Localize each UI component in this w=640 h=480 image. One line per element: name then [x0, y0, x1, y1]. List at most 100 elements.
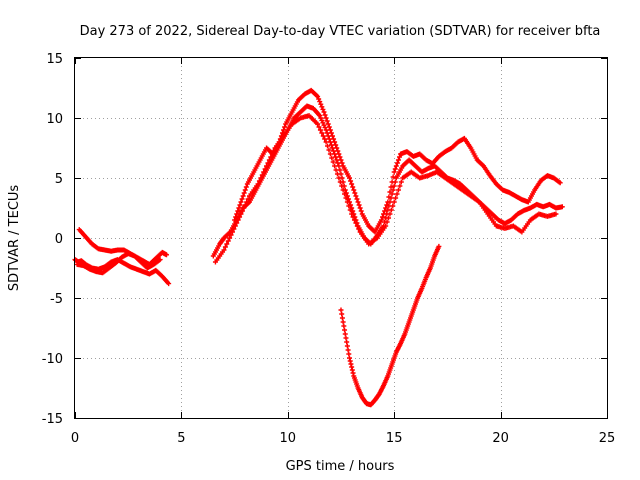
data-point	[395, 157, 401, 163]
data-point	[353, 193, 359, 199]
data-point	[345, 347, 351, 353]
data-point	[323, 127, 329, 133]
data-point	[390, 203, 396, 209]
data-point	[350, 370, 356, 376]
data-point	[239, 196, 245, 202]
data-point	[316, 124, 322, 130]
data-point	[397, 154, 403, 160]
data-point	[239, 208, 245, 214]
data-point	[349, 181, 355, 187]
data-point	[383, 223, 389, 229]
data-point	[350, 214, 356, 220]
data-point	[378, 217, 384, 223]
data-point	[351, 187, 357, 193]
data-point	[383, 205, 389, 211]
data-point	[315, 121, 321, 127]
data-point	[349, 367, 355, 373]
data-point	[237, 202, 243, 208]
data-point	[238, 199, 244, 205]
data-point	[343, 195, 349, 201]
data-point	[235, 208, 241, 214]
data-point	[342, 331, 348, 337]
data-point	[358, 208, 364, 214]
data-point	[355, 199, 361, 205]
data-point	[349, 364, 355, 370]
data-point	[324, 130, 330, 136]
data-point	[235, 217, 241, 223]
data-points	[72, 87, 565, 408]
data-point	[222, 244, 228, 250]
data-point	[234, 220, 240, 226]
data-point	[389, 179, 395, 185]
data-point	[261, 169, 267, 175]
data-point	[339, 183, 345, 189]
x-tick-label: 15	[386, 431, 403, 446]
data-point	[326, 147, 332, 153]
data-point	[271, 148, 277, 154]
data-point	[353, 220, 359, 226]
data-point	[354, 223, 360, 229]
data-point	[157, 257, 163, 263]
data-point	[164, 252, 170, 258]
data-point	[166, 281, 172, 287]
data-point	[347, 207, 353, 213]
data-point	[338, 307, 344, 313]
data-point	[393, 195, 399, 201]
x-tick-label: 10	[280, 431, 297, 446]
data-point	[231, 226, 237, 232]
data-point	[388, 207, 394, 213]
data-point	[388, 184, 394, 190]
data-point	[557, 180, 563, 186]
data-point	[334, 157, 340, 163]
data-point	[390, 174, 396, 180]
data-point	[336, 151, 342, 157]
data-point	[318, 101, 324, 107]
data-point	[225, 238, 231, 244]
data-point	[395, 187, 401, 193]
data-point	[351, 217, 357, 223]
data-point	[329, 133, 335, 139]
data-point	[384, 219, 390, 225]
data-point	[265, 160, 271, 166]
data-point	[398, 179, 404, 185]
data-point	[325, 121, 331, 127]
x-axis-label: GPS time / hours	[286, 459, 395, 474]
data-point	[332, 151, 338, 157]
data-point	[317, 127, 323, 133]
data-point	[237, 214, 243, 220]
data-point	[337, 179, 343, 185]
data-point	[339, 315, 345, 321]
data-point	[346, 351, 352, 357]
data-point	[243, 184, 249, 190]
data-point	[341, 323, 347, 329]
data-point	[331, 136, 337, 142]
series-daytime-upper	[232, 87, 563, 235]
data-point	[323, 115, 329, 121]
data-point	[244, 199, 250, 205]
data-point	[241, 205, 247, 211]
data-point	[262, 166, 268, 172]
y-tick-label: -10	[42, 352, 63, 367]
data-point	[397, 183, 403, 189]
data-point	[340, 187, 346, 193]
data-point	[317, 99, 323, 105]
chart-title: Day 273 of 2022, Sidereal Day-to-day VTE…	[80, 24, 601, 39]
data-point	[335, 160, 341, 166]
series-daytime-main	[210, 103, 565, 259]
y-tick-label: 0	[55, 232, 63, 247]
data-point	[256, 178, 262, 184]
x-tick-label: 0	[71, 431, 79, 446]
data-point	[322, 136, 328, 142]
data-point	[240, 193, 246, 199]
data-point	[258, 175, 264, 181]
data-point	[236, 205, 242, 211]
data-point	[333, 154, 339, 160]
data-point	[336, 175, 342, 181]
data-point	[384, 202, 390, 208]
y-tick-label: -5	[50, 292, 63, 307]
data-point	[331, 148, 337, 154]
data-point	[349, 211, 355, 217]
data-point	[344, 199, 350, 205]
data-point	[328, 142, 334, 148]
data-point	[330, 159, 336, 165]
